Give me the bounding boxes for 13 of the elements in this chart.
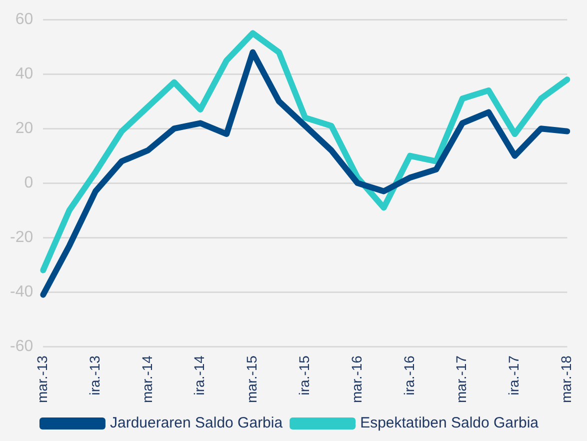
x-tick-label: ira.-17 — [506, 355, 522, 396]
x-tick-label: mar.-14 — [138, 355, 155, 404]
x-tick-label: ira.-16 — [400, 355, 417, 396]
x-tick-label: mar.-17 — [453, 355, 470, 404]
x-tick-label: mar.-16 — [348, 355, 364, 404]
legend-label: Espektatiben Saldo Garbia — [360, 414, 540, 432]
x-tick-label: ira.-14 — [191, 355, 208, 396]
x-tick-label: ira.-15 — [296, 355, 312, 396]
x-tick-label: mar.-15 — [244, 355, 260, 404]
x-tick-label: ira.-13 — [86, 355, 102, 396]
legend-label: Jardueraren Saldo Garbia — [110, 414, 284, 432]
x-tick-label: mar.-13 — [34, 355, 50, 404]
x-tick-label: mar.-18 — [558, 355, 574, 404]
